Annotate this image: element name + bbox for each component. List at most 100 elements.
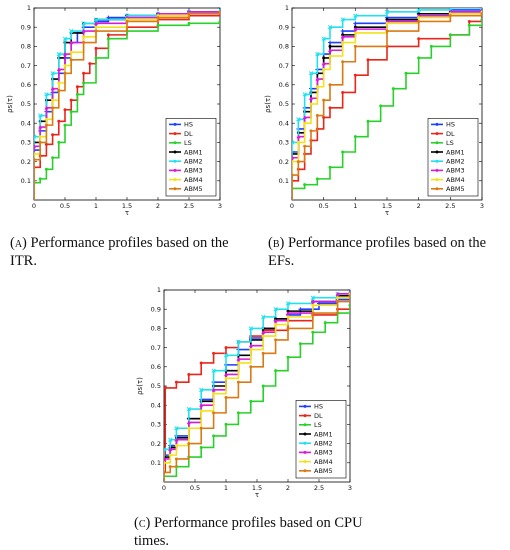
data-point-dl	[94, 46, 98, 50]
data-point-ls	[156, 23, 160, 27]
legend-label-abm5: ABM5	[446, 185, 465, 193]
data-point-abm4	[82, 35, 86, 39]
series-group	[164, 290, 350, 482]
data-point-abm4	[224, 376, 228, 380]
data-point-abm5	[336, 300, 340, 304]
legend-box	[295, 400, 347, 479]
data-point-abm2	[308, 71, 314, 76]
data-point-ls	[391, 87, 395, 91]
data-point-ls	[187, 21, 191, 25]
data-point-ls	[44, 167, 48, 171]
data-point-abm5	[315, 114, 319, 118]
legend-label-hs: HS	[314, 403, 323, 411]
data-point-abm4	[51, 98, 55, 102]
data-point-abm3	[416, 13, 421, 18]
y-tick-label: 0.1	[21, 177, 31, 185]
data-point-abm4	[236, 361, 240, 365]
data-point-ls	[353, 135, 357, 139]
data-point-dl	[366, 58, 370, 62]
data-point-abm2	[223, 353, 229, 358]
data-point-abm3	[224, 372, 228, 377]
data-point-abm5	[156, 16, 160, 20]
x-tick-label: 0.5	[60, 202, 70, 210]
data-point-hs	[34, 148, 36, 153]
data-point-abm5	[249, 365, 253, 369]
data-point-abm4	[353, 31, 357, 35]
data-point-dl	[417, 37, 421, 41]
data-point-ls	[38, 177, 42, 181]
data-point-abm2	[164, 447, 167, 452]
legend-label-dl: DL	[446, 130, 455, 138]
data-point-abm3	[236, 357, 241, 361]
x-tick-label: 3	[348, 484, 352, 492]
data-point-abm5	[187, 442, 191, 446]
legend-marker-abm4	[435, 178, 439, 182]
x-tick-label: 0.5	[190, 484, 200, 492]
data-point-abm2	[93, 17, 99, 22]
data-point-ls	[69, 110, 73, 114]
data-point-dl	[322, 115, 326, 119]
legend-label-ls: LS	[184, 139, 192, 147]
data-point-abm5	[63, 71, 67, 75]
y-tick-label: 0.4	[21, 119, 31, 127]
data-point-ls	[249, 399, 253, 403]
legend-marker-ls	[435, 141, 439, 145]
data-point-abm3	[211, 387, 216, 392]
x-axis-label: τ	[385, 209, 389, 217]
data-point-abm2	[38, 113, 43, 118]
data-point-abm2	[416, 8, 421, 13]
data-point-abm5	[348, 294, 350, 298]
data-point-abm5	[69, 58, 73, 62]
data-point-ls	[379, 104, 383, 108]
legend-marker-hs	[435, 122, 439, 126]
data-point-abm4	[164, 461, 166, 465]
data-point-abm5	[309, 129, 313, 133]
data-point-abm3	[296, 134, 301, 139]
data-point-dl	[467, 19, 471, 23]
data-point-abm3	[353, 27, 358, 31]
data-point-abm4	[69, 50, 73, 54]
data-point-abm4	[212, 392, 216, 396]
caption-a-text: Performance profiles based on the ITR.	[10, 235, 229, 269]
data-point-ls	[417, 56, 421, 60]
legend-label-abm1: ABM1	[314, 430, 333, 438]
data-point-hs	[353, 21, 358, 26]
legend-marker-abm1	[303, 432, 307, 436]
data-point-abm5	[199, 426, 203, 430]
data-point-abm2	[340, 17, 345, 22]
series-line-hs	[164, 295, 350, 482]
data-point-abm3	[50, 86, 55, 91]
data-point-dl	[63, 108, 67, 112]
legend-marker-abm4	[303, 460, 307, 464]
data-point-hs	[292, 150, 294, 154]
data-point-abm4	[328, 54, 332, 58]
data-point-abm4	[385, 21, 389, 25]
data-point-abm5	[212, 411, 216, 415]
data-point-abm3	[199, 403, 204, 407]
data-point-ls	[218, 19, 220, 23]
data-point-abm3	[340, 34, 345, 39]
x-tick-label: 1	[94, 202, 98, 210]
data-point-abm3	[273, 318, 278, 323]
data-point-dl	[174, 380, 178, 384]
legend-marker-abm5	[435, 187, 439, 191]
data-point-dl	[224, 346, 228, 350]
data-point-abm5	[224, 396, 228, 400]
data-point-abm2	[50, 71, 55, 76]
data-point-abm3	[328, 48, 332, 52]
data-point-abm4	[187, 426, 191, 430]
data-point-abm2	[174, 426, 179, 431]
legend-label-abm4: ABM4	[184, 176, 203, 184]
data-point-ls	[286, 355, 290, 359]
data-point-abm4	[311, 303, 315, 307]
data-point-hs	[328, 40, 332, 45]
legend-label-abm3: ABM3	[446, 167, 465, 175]
data-point-abm5	[82, 41, 86, 45]
data-point-abm5	[34, 158, 36, 162]
legend-label-ls: LS	[314, 421, 322, 429]
data-point-abm4	[261, 334, 265, 338]
legend-marker-ls	[173, 141, 177, 145]
y-tick-label: 0.1	[151, 459, 161, 467]
caption-b-text: Performance profiles based on the EFs.	[268, 235, 487, 269]
